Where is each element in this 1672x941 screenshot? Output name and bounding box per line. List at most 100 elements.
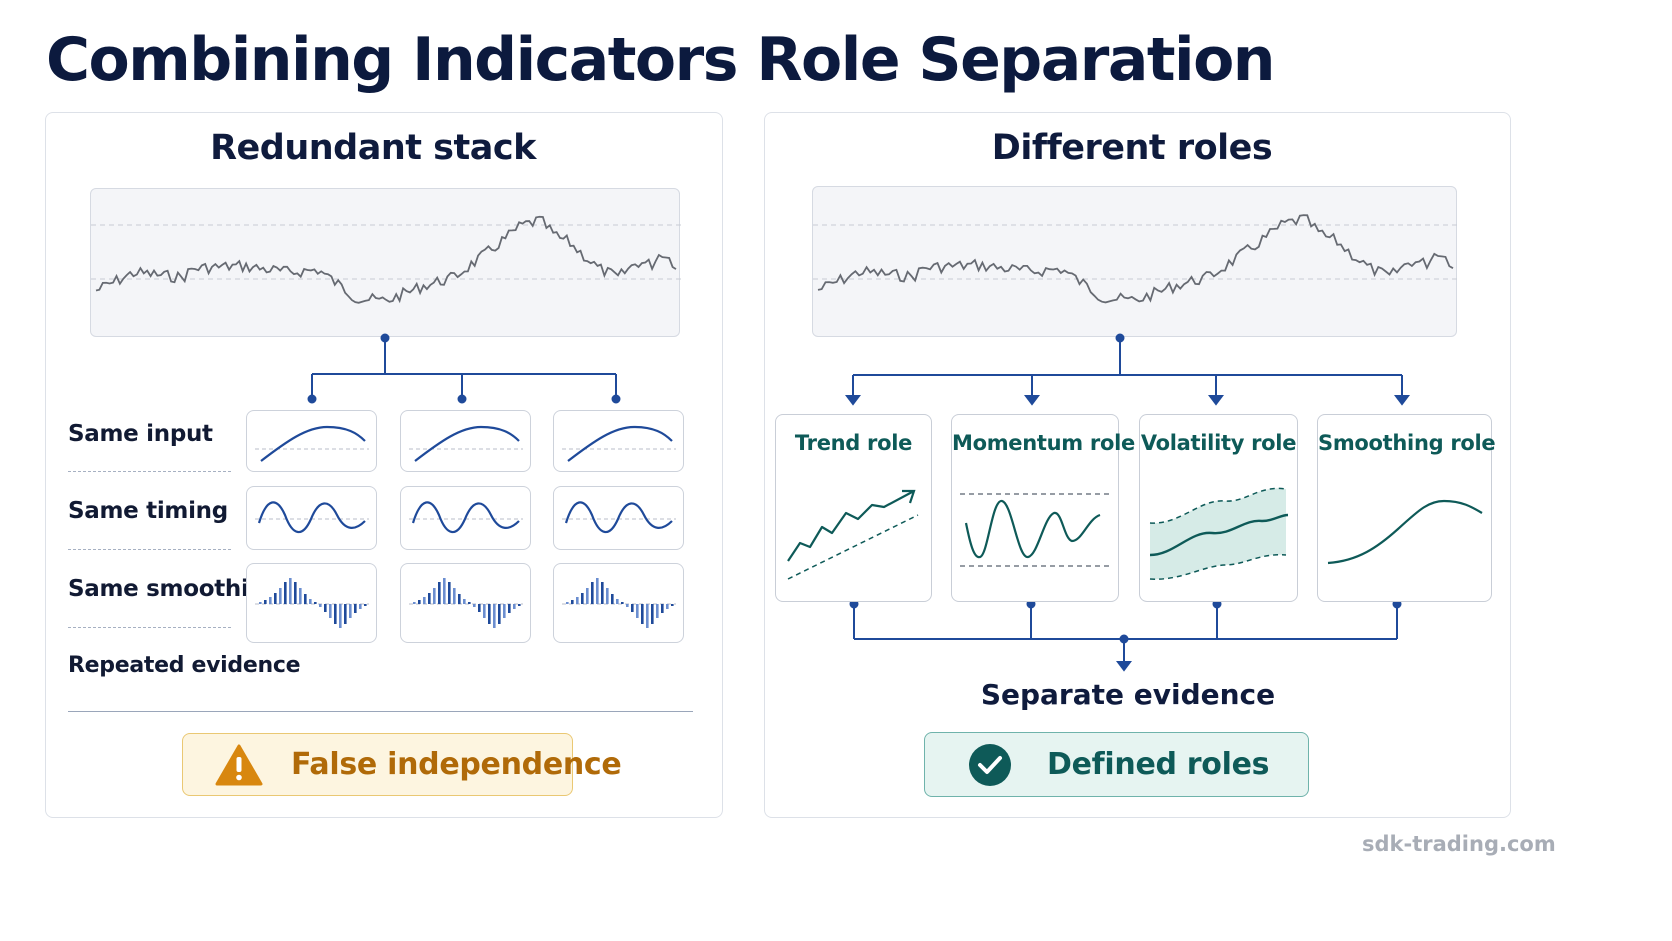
histogram-bar (606, 588, 609, 604)
histogram-bar (468, 602, 471, 604)
histogram-bar (571, 600, 574, 604)
wave-icon (409, 501, 523, 534)
arc-curve-icon (409, 425, 523, 462)
arc-curve-icon (255, 425, 369, 462)
histogram-icon (409, 578, 523, 628)
histogram-bar (626, 604, 629, 607)
check-icon (969, 743, 1011, 786)
histogram-bar (284, 582, 287, 604)
histogram-bar (364, 604, 367, 606)
histogram-bar (581, 593, 584, 604)
same-smoothing-card (553, 563, 684, 643)
histogram-bar (503, 604, 506, 618)
histogram-bar (463, 599, 466, 604)
histogram-bar (656, 604, 659, 618)
histogram-icon (562, 578, 676, 628)
volatility-role-label: Volatility role (1140, 431, 1297, 455)
histogram-bar (334, 604, 337, 624)
different-roles-heading: Different roles (991, 128, 1273, 168)
histogram-bar (513, 604, 516, 609)
histogram-bar (666, 604, 669, 609)
histogram-bar (671, 604, 674, 606)
histogram-bar (591, 582, 594, 604)
smoothing-role-card: Smoothing role (1317, 414, 1496, 602)
histogram-bar (264, 600, 267, 604)
redundant-stack-heading: Redundant stack (210, 128, 536, 168)
histogram-bar (661, 604, 664, 613)
histogram-bar (344, 604, 347, 624)
wave-icon (562, 501, 676, 534)
wave-icon (255, 501, 369, 534)
histogram-bar (418, 600, 421, 604)
histogram-bar (483, 604, 486, 618)
histogram-bar (458, 594, 461, 604)
histogram-bar (651, 604, 654, 624)
histogram-bar (279, 588, 282, 604)
same-smoothing-label: Same smoothing (68, 576, 281, 602)
same-smoothing-card (246, 563, 377, 643)
smoothing-role-label: Smoothing role (1318, 431, 1496, 455)
same-input-card (246, 410, 377, 472)
same-timing-card (400, 486, 531, 550)
histogram-bar (433, 588, 436, 604)
smooth-curve-icon (1327, 499, 1483, 565)
same-input-card (553, 410, 684, 472)
histogram-bar (518, 604, 521, 606)
histogram-bar (611, 594, 614, 604)
histogram-bar (616, 599, 619, 604)
histogram-bar (349, 604, 352, 618)
histogram-bar (641, 604, 644, 624)
histogram-bar (498, 604, 501, 624)
histogram-bar (621, 602, 624, 604)
left-price-line (95, 215, 677, 304)
momentum-role-card: Momentum role (951, 414, 1135, 602)
histogram-bar (493, 604, 496, 628)
histogram-bar (269, 597, 272, 604)
separate-evidence-label: Separate evidence (980, 678, 1276, 711)
momentum-role-label: Momentum role (952, 431, 1135, 455)
histogram-bar (354, 604, 357, 613)
same-timing-label: Same timing (68, 498, 228, 524)
row-separator (68, 549, 231, 550)
left-divider (68, 711, 693, 712)
histogram-bar (443, 578, 446, 604)
same-timing-card (553, 486, 684, 550)
histogram-bar (596, 578, 599, 604)
histogram-bar (413, 602, 416, 604)
watermark: sdk-trading.com (1362, 832, 1556, 856)
row-separator (68, 471, 231, 472)
histogram-bar (289, 578, 292, 604)
oscillator-icon (960, 493, 1110, 567)
histogram-bar (339, 604, 342, 628)
histogram-bar (601, 582, 604, 604)
histogram-bar (274, 593, 277, 604)
histogram-bar (636, 604, 639, 618)
repeated-evidence-label: Repeated evidence (68, 653, 301, 678)
volatility-role-card: Volatility role (1139, 414, 1298, 602)
false-independence-badge: False independence (182, 733, 622, 796)
warning-icon (215, 744, 263, 785)
false-independence-text: False independence (291, 747, 622, 782)
histogram-bar (314, 602, 317, 604)
histogram-bar (359, 604, 362, 609)
trend-role-label: Trend role (794, 431, 913, 455)
histogram-bar (304, 594, 307, 604)
histogram-bar (423, 597, 426, 604)
arc-curve-icon (562, 425, 676, 462)
histogram-bar (299, 588, 302, 604)
histogram-bar (631, 604, 634, 612)
defined-roles-badge: Defined roles (924, 732, 1309, 797)
left-price-chart-svg (91, 215, 681, 304)
histogram-bar (453, 588, 456, 604)
histogram-bar (646, 604, 649, 628)
histogram-bar (566, 602, 569, 604)
histogram-bar (319, 604, 322, 607)
same-timing-card (246, 486, 377, 550)
histogram-bar (259, 602, 262, 604)
histogram-bar (508, 604, 511, 613)
same-input-card (400, 410, 531, 472)
right-price-chart-svg (813, 214, 1458, 304)
histogram-bar (576, 597, 579, 604)
